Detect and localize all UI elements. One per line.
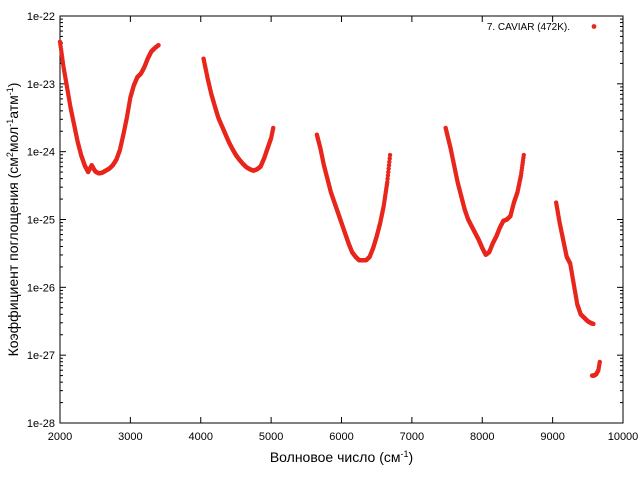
data-point [387,159,392,165]
y-tick-label: 1e-25 [27,215,55,227]
data-point [387,152,393,158]
y-tick-label: 1e-22 [27,11,55,23]
x-tick-label: 3000 [118,431,142,443]
legend: 7. CAVIAR (472K). [487,22,597,33]
y-tick-label: 1e-23 [27,79,55,91]
x-tick-label: 9000 [540,431,564,443]
data-point [591,321,596,327]
x-axis-label: Волновое число (см-1) [270,449,413,465]
data-point [386,169,391,175]
x-tick-label: 6000 [329,431,353,443]
legend-label: 7. CAVIAR (472K). [487,22,570,33]
data-point [597,359,602,365]
axis-ticks: 2000 3000 4000 5000 6000 7000 8000 9000 10000 1e-… [27,11,638,443]
y-axis-label: Коэффициент поглощения (см2мол-1атм-1) [5,83,21,357]
x-tick-label: 5000 [259,431,283,443]
data-point [387,156,392,161]
data-point [386,166,391,171]
legend-marker [591,24,597,29]
data-point [385,173,391,178]
y-tick-label: 1e-26 [27,282,55,294]
y-tick-label: 1e-24 [27,147,55,159]
data-point [385,176,390,181]
x-tick-label: 7000 [400,431,424,443]
y-tick-label: 1e-28 [27,418,55,430]
data-point [156,42,161,48]
x-tick-label: 4000 [189,431,213,443]
y-tick-label: 1e-27 [27,350,55,362]
x-tick-label: 8000 [470,431,494,443]
data-point [386,163,392,168]
data-marks [57,39,602,378]
data-point [385,179,390,185]
x-tick-label: 2000 [48,431,72,443]
data-point [521,152,526,158]
data-point [271,125,276,131]
x-tick-label: 10000 [608,431,639,443]
